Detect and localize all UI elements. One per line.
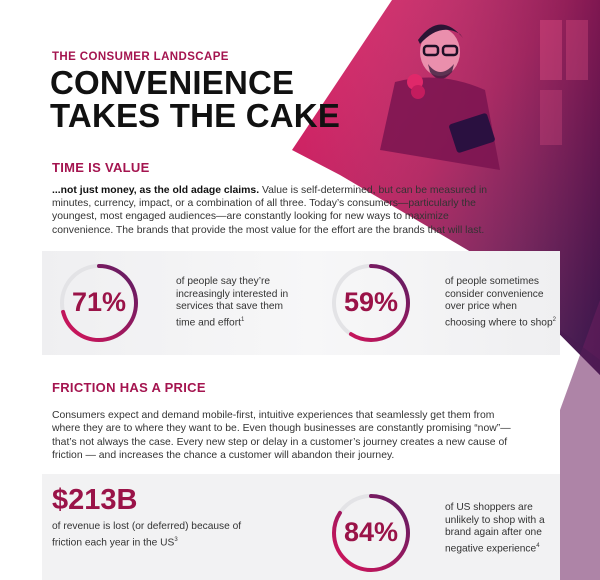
stat-ring-71 [60, 264, 138, 342]
section-heading-time: TIME IS VALUE [52, 160, 150, 175]
eyebrow-label: THE CONSUMER LANDSCAPE [52, 51, 229, 63]
revenue-lost-text: of revenue is lost (or deferred) because… [52, 521, 242, 548]
stat-panel-3 [42, 474, 560, 580]
stat-text-71: of people say they’re increasingly inter… [176, 276, 289, 329]
person-illustration [380, 24, 500, 170]
footnote-4: 4 [536, 542, 540, 549]
footnote-1: 1 [240, 316, 245, 323]
intro-body: Value is self-determined, but can be mea… [52, 185, 488, 236]
intro-paragraph: ...not just money, as the old adage clai… [52, 184, 492, 237]
stat-text-84: of US shoppers are unlikely to shop with… [445, 502, 545, 555]
revenue-lost-value: $213B [52, 484, 138, 516]
friction-paragraph: Consumers expect and demand mobile-first… [52, 410, 511, 462]
title-line-2: TAKES THE CAKE [50, 97, 341, 134]
stat-value-84: 84% [343, 517, 399, 547]
footnote-2: 2 [552, 316, 556, 323]
page-title: CONVENIENCE TAKES THE CAKE [50, 66, 340, 132]
stat-ring-84 [332, 494, 410, 572]
intro-lead: ...not just money, as the old adage clai… [52, 185, 260, 196]
section-heading-friction: FRICTION HAS A PRICE [52, 380, 206, 395]
stat-value-71: 71% [71, 287, 127, 317]
footnote-3: 3 [174, 536, 178, 543]
stat-ring-59 [332, 264, 410, 342]
stat-text-59: of people sometimes consider convenience… [445, 276, 556, 329]
title-line-1: CONVENIENCE [50, 64, 295, 101]
stat-value-59: 59% [343, 287, 399, 317]
